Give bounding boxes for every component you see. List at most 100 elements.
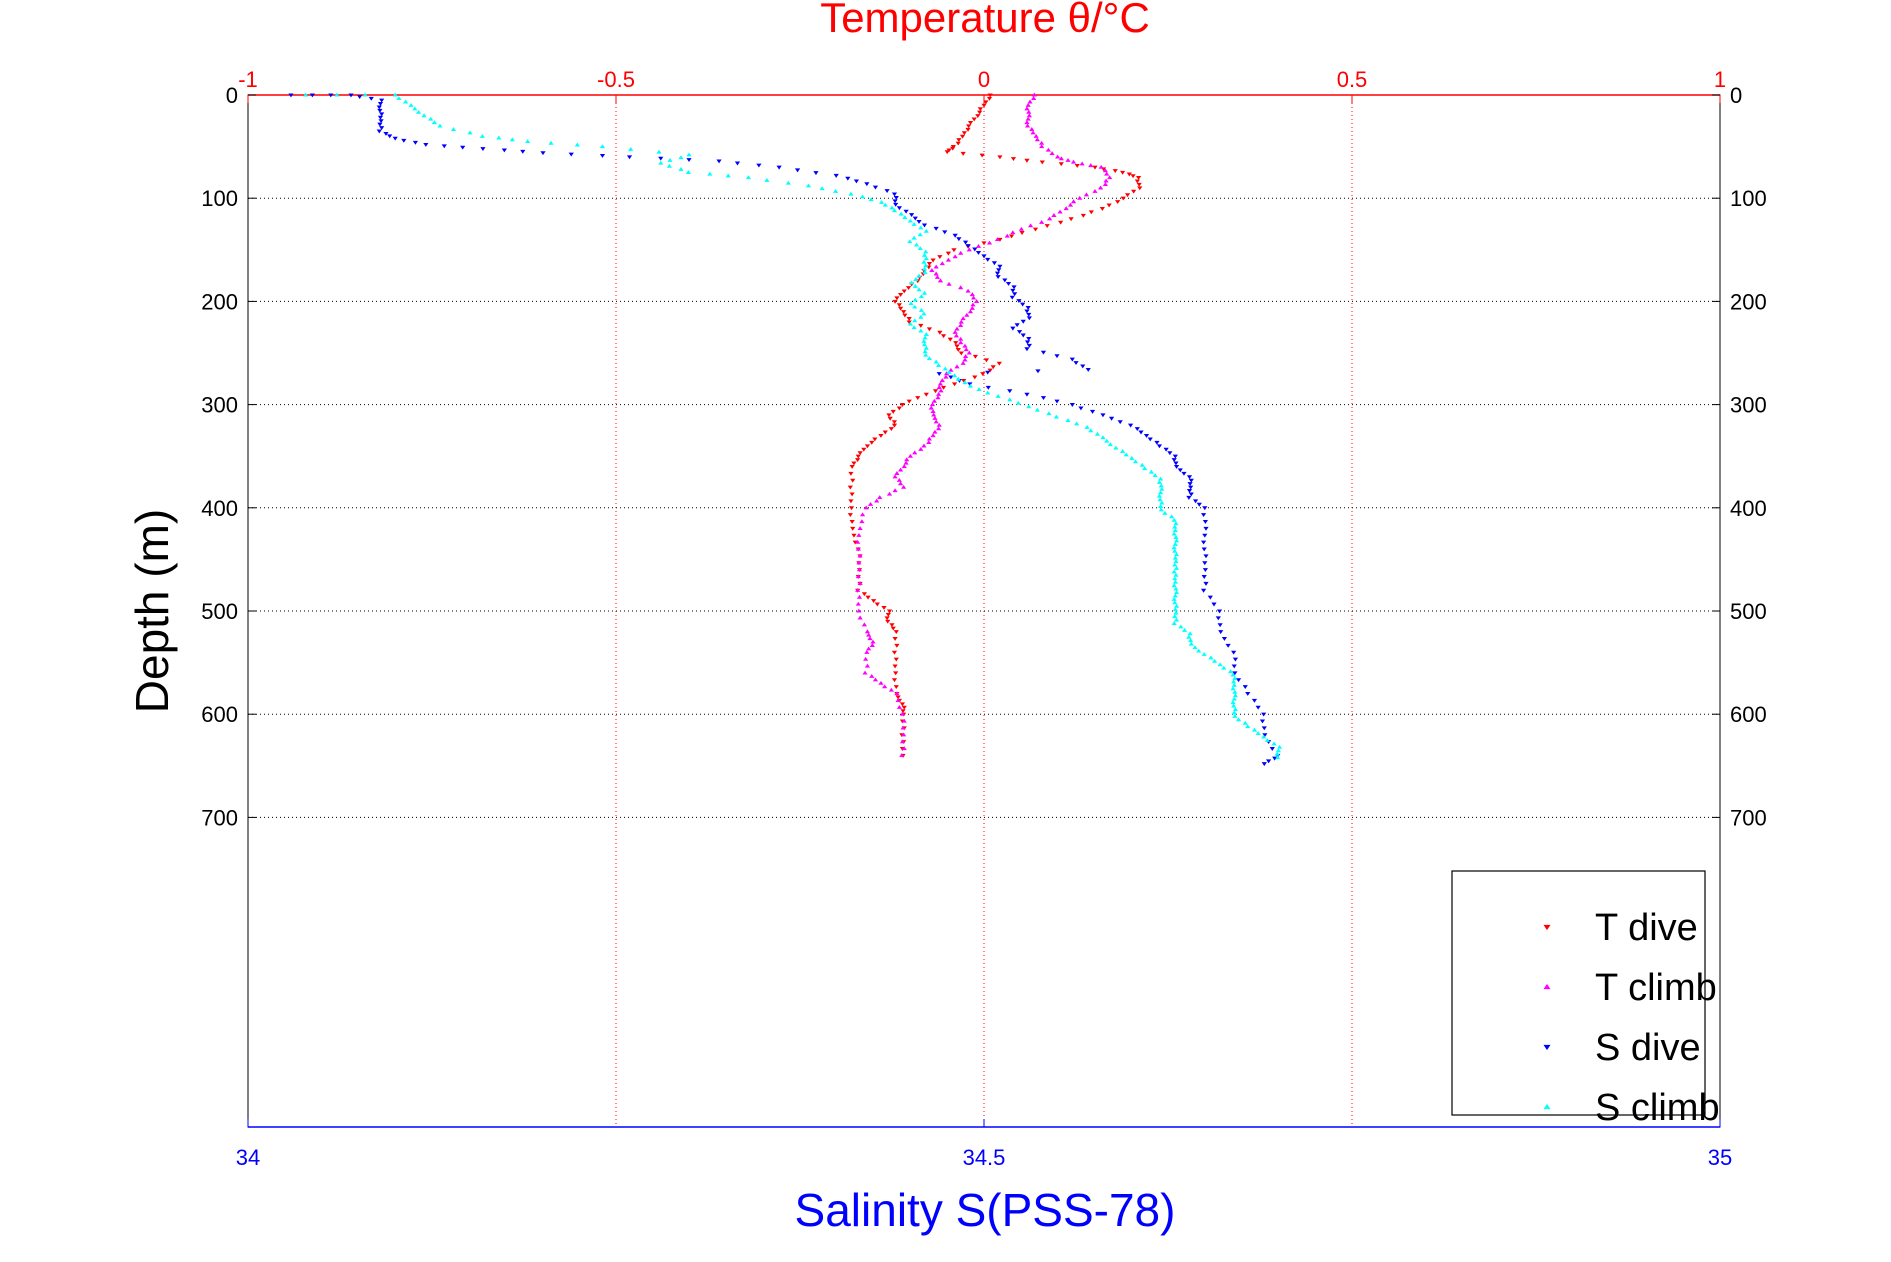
data-point <box>955 376 961 381</box>
right-axis-tick-label: 500 <box>1730 599 1767 624</box>
data-point <box>1074 163 1080 168</box>
data-point <box>1158 483 1164 488</box>
data-point <box>1274 751 1280 756</box>
data-point <box>850 526 856 531</box>
data-point <box>379 112 385 117</box>
data-point <box>1024 340 1031 345</box>
data-point <box>972 375 978 380</box>
data-point <box>888 687 894 692</box>
data-point <box>362 92 368 97</box>
data-point <box>951 248 957 253</box>
data-point <box>1057 209 1063 214</box>
data-point <box>1261 726 1267 731</box>
data-point <box>1188 492 1194 497</box>
data-point <box>658 156 664 161</box>
data-point <box>1212 658 1218 663</box>
data-point <box>1245 692 1251 696</box>
data-point <box>961 378 967 383</box>
data-point <box>987 93 993 98</box>
data-point <box>954 344 960 349</box>
data-point <box>971 117 977 122</box>
data-point <box>1218 630 1224 634</box>
data-point <box>944 371 950 376</box>
data-point <box>942 366 948 371</box>
data-point <box>918 446 924 451</box>
data-point <box>328 93 334 98</box>
data-point <box>965 244 971 249</box>
data-point <box>1171 517 1177 522</box>
data-point <box>967 383 974 388</box>
data-point <box>923 228 929 233</box>
data-point <box>1173 552 1180 557</box>
data-point <box>1107 175 1113 180</box>
data-point <box>1271 741 1277 746</box>
data-point <box>872 185 879 190</box>
data-point <box>889 205 895 210</box>
data-point <box>1171 545 1177 550</box>
data-point <box>936 363 942 367</box>
data-point <box>1123 452 1129 457</box>
data-point <box>1092 165 1098 170</box>
data-point <box>1028 223 1034 228</box>
data-point <box>851 533 857 538</box>
data-point <box>1277 744 1283 749</box>
data-point <box>932 429 938 434</box>
data-point <box>896 303 902 308</box>
data-point <box>1014 323 1020 328</box>
data-point <box>969 292 975 297</box>
data-point <box>525 139 531 143</box>
data-point <box>1186 634 1192 639</box>
data-point <box>1031 96 1037 100</box>
data-point <box>415 109 422 114</box>
data-point <box>1018 226 1024 231</box>
data-point <box>1108 416 1115 421</box>
data-point <box>666 163 672 168</box>
data-point <box>1134 427 1140 432</box>
data-point <box>1034 407 1040 412</box>
data-point <box>1044 224 1050 229</box>
data-point <box>1137 186 1143 191</box>
data-point <box>921 290 928 295</box>
data-point <box>897 306 904 311</box>
data-point <box>912 318 918 323</box>
data-point <box>918 314 924 319</box>
data-point <box>899 753 905 758</box>
data-point <box>940 334 947 339</box>
data-point <box>1032 227 1039 232</box>
data-point <box>912 216 918 221</box>
data-point <box>912 283 918 288</box>
data-point <box>945 251 951 256</box>
data-point <box>995 394 1001 398</box>
data-point <box>1098 164 1104 169</box>
data-point <box>1058 156 1064 161</box>
series-s-climb <box>303 92 1283 760</box>
data-point <box>899 702 906 707</box>
data-point <box>922 349 928 354</box>
data-point <box>1142 466 1148 471</box>
data-point <box>1039 160 1045 165</box>
data-point <box>921 338 927 343</box>
data-point <box>958 250 964 255</box>
data-point <box>496 135 502 140</box>
bottom-axis-title: Salinity S(PSS-78) <box>795 1184 1176 1236</box>
data-point <box>1177 468 1183 473</box>
data-point <box>916 273 922 278</box>
legend-label: S dive <box>1595 1027 1701 1069</box>
data-point <box>1242 720 1248 725</box>
data-point <box>1054 354 1060 359</box>
data-point <box>892 199 898 204</box>
data-point <box>896 704 902 709</box>
data-point <box>734 161 741 166</box>
data-point <box>1085 367 1091 372</box>
data-point <box>848 506 855 511</box>
data-point <box>776 165 782 170</box>
data-point <box>1232 707 1239 711</box>
data-point <box>966 247 972 252</box>
data-point <box>930 409 936 414</box>
data-point <box>1135 176 1142 180</box>
top-axis-tick-label: 0.5 <box>1337 67 1368 92</box>
data-point <box>1235 678 1242 683</box>
data-point <box>868 197 874 202</box>
data-point <box>1033 133 1039 138</box>
data-point <box>833 173 839 178</box>
